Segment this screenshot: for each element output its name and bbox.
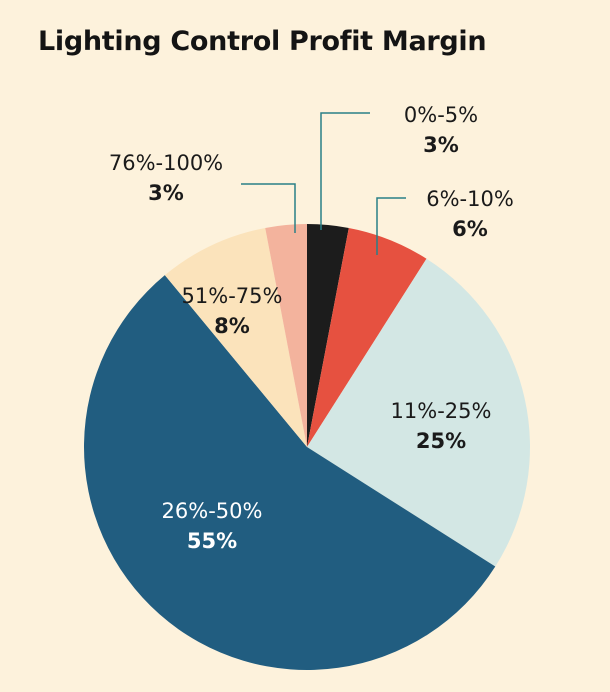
slice-label-76pct-100pct: 76%-100% <box>109 151 223 175</box>
leader-line-0pct-5pct <box>320 112 370 230</box>
pie-slice-51pct-75pct <box>164 227 307 447</box>
slice-value-26pct-50pct: 55% <box>187 529 237 553</box>
leader-line-6pct-10pct <box>376 197 406 255</box>
slice-value-76pct-100pct: 3% <box>148 181 184 205</box>
slice-label-6pct-10pct: 6%-10% <box>426 187 514 211</box>
slice-value-51pct-75pct: 8% <box>214 314 250 338</box>
slice-value-6pct-10pct: 6% <box>452 217 488 241</box>
slice-value-0pct-5pct: 3% <box>423 133 459 157</box>
slice-label-26pct-50pct: 26%-50% <box>162 499 263 523</box>
slice-label-0pct-5pct: 0%-5% <box>404 103 478 127</box>
leader-line-76pct-100pct <box>241 183 296 233</box>
pie-slice-11pct-25pct <box>307 258 530 567</box>
pie-slice-0pct-5pct <box>307 224 349 447</box>
pie-slice-76pct-100pct <box>265 224 307 447</box>
slice-value-11pct-25pct: 25% <box>416 429 466 453</box>
pie-slice-26pct-50pct <box>84 275 496 670</box>
pie-slice-6pct-10pct <box>307 227 427 447</box>
slice-label-51pct-75pct: 51%-75% <box>182 284 283 308</box>
slice-label-11pct-25pct: 11%-25% <box>391 399 492 423</box>
chart-title: Lighting Control Profit Margin <box>38 26 487 57</box>
